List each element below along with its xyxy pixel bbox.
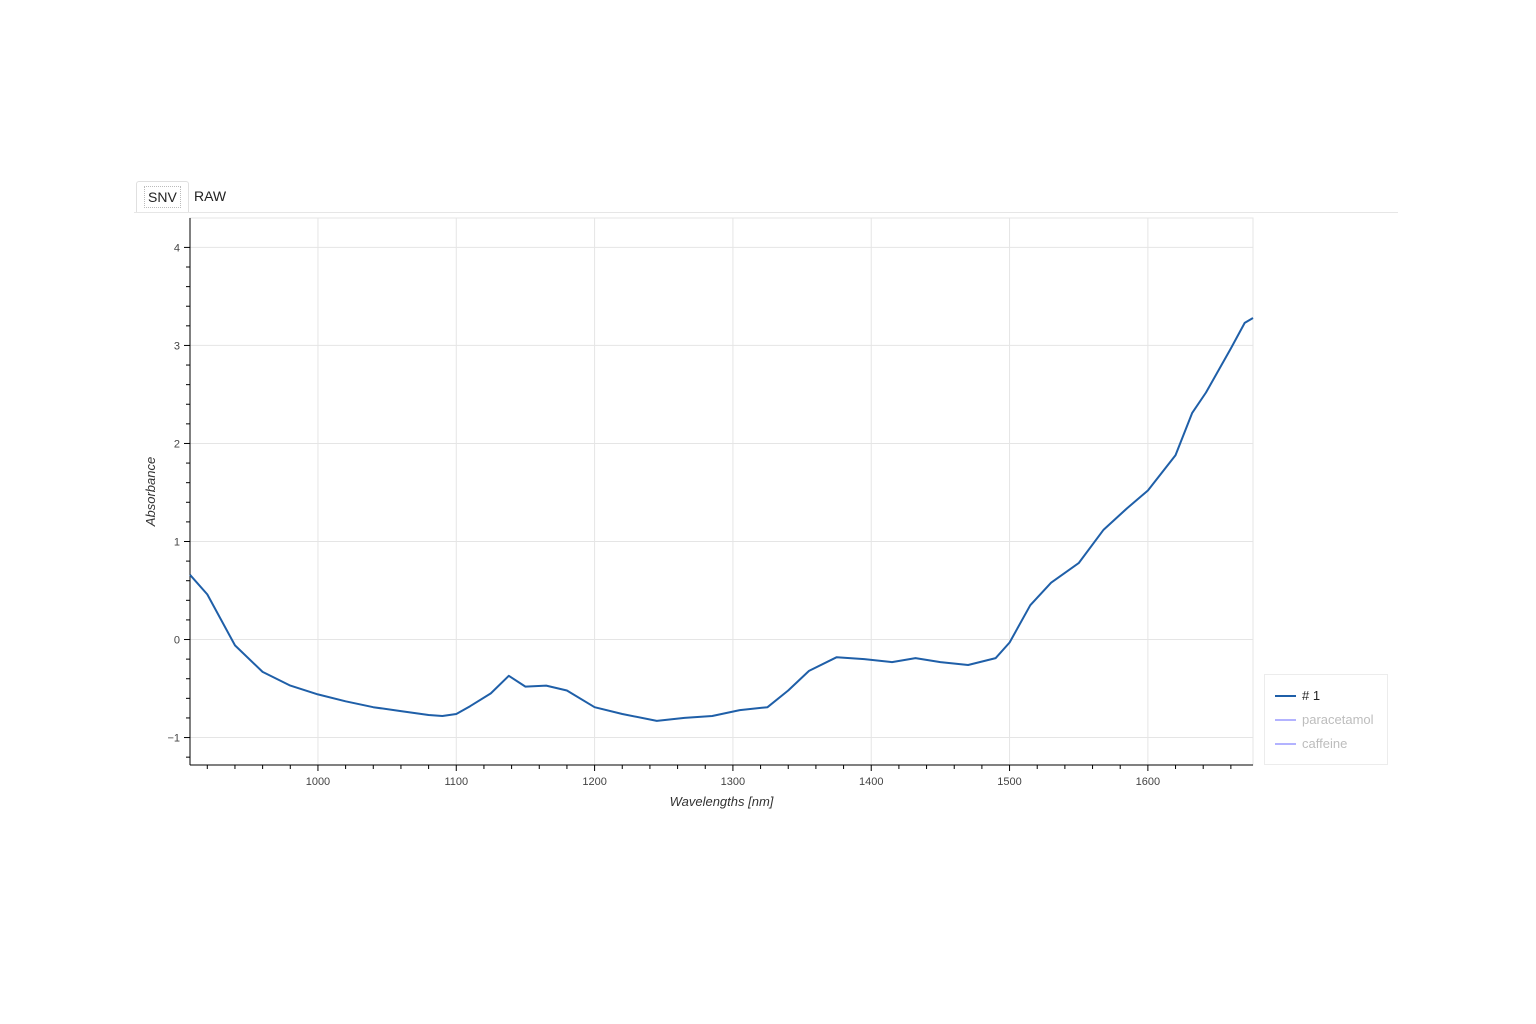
svg-text:1400: 1400 (859, 776, 883, 788)
tab-raw-label: RAW (194, 188, 227, 204)
svg-text:4: 4 (174, 242, 180, 254)
legend-label-1: # 1 (1302, 688, 1321, 703)
grid-lines (190, 218, 1253, 765)
svg-text:1: 1 (174, 536, 180, 548)
plot-area[interactable] (189, 217, 1254, 766)
legend-swatch-caffeine (1275, 743, 1296, 745)
series-line-1 (189, 317, 1254, 722)
svg-text:−1: −1 (167, 733, 180, 745)
legend-swatch-paracetamol (1275, 719, 1296, 721)
legend-swatch-1 (1275, 695, 1296, 697)
svg-text:2: 2 (174, 438, 180, 450)
tab-snv[interactable]: SNV (136, 181, 189, 212)
x-axis-label: Wavelengths [nm] (670, 794, 774, 809)
legend-label-paracetamol: paracetamol (1302, 712, 1374, 727)
tab-raw[interactable]: RAW (186, 181, 234, 211)
svg-text:1200: 1200 (582, 776, 606, 788)
tick-labels: 1000 1100 1200 1300 1400 1500 1600 −1 0 1 2 3 4 (167, 242, 1160, 788)
svg-text:0: 0 (174, 635, 180, 647)
y-axis-label: Absorbance (143, 457, 158, 527)
legend: # 1 paracetamol caffeine (1264, 674, 1388, 765)
axes (184, 218, 1253, 771)
svg-text:1500: 1500 (997, 776, 1021, 788)
svg-text:1100: 1100 (444, 776, 468, 788)
svg-text:1300: 1300 (721, 776, 745, 788)
legend-label-caffeine: caffeine (1302, 736, 1348, 751)
svg-text:3: 3 (174, 340, 180, 352)
tab-bar: SNV RAW (134, 179, 1398, 213)
svg-text:1600: 1600 (1136, 776, 1160, 788)
svg-text:1000: 1000 (306, 776, 330, 788)
tab-snv-label: SNV (144, 186, 181, 208)
